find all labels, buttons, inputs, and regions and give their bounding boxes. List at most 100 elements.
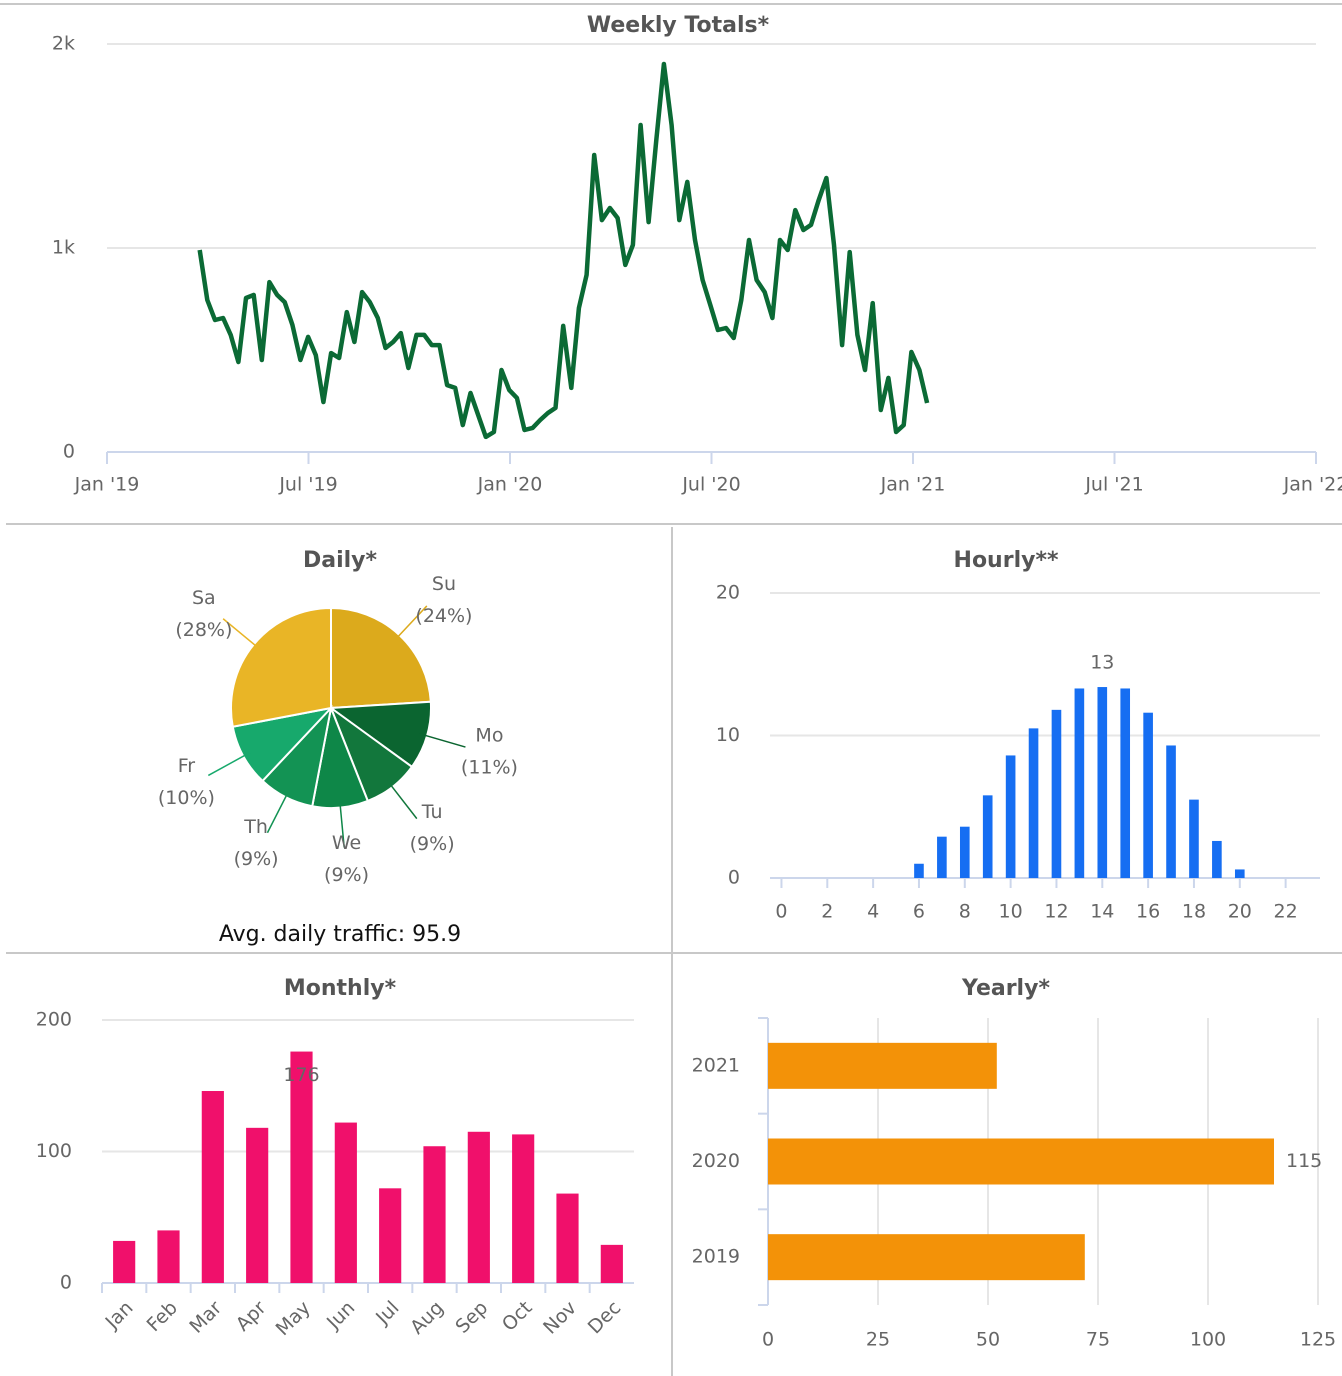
x-tick-label: 20: [1228, 901, 1252, 923]
data-label: 13: [1090, 652, 1114, 674]
x-tick-label: Jun: [322, 1297, 359, 1334]
x-tick-label: Sep: [451, 1297, 492, 1338]
x-tick-label: 22: [1274, 901, 1298, 923]
x-tick-label: 18: [1182, 901, 1206, 923]
bar: [113, 1240, 136, 1283]
bar: [290, 1051, 313, 1283]
slice-value-label: (24%): [415, 605, 472, 627]
slice-label: We: [332, 832, 361, 854]
y-tick-label: 2021: [692, 1054, 740, 1076]
x-tick-label: 8: [959, 901, 971, 923]
bar: [467, 1131, 490, 1283]
x-tick-label: Jul '21: [1084, 474, 1143, 496]
bar: [1189, 799, 1199, 878]
x-tick-label: 16: [1136, 901, 1160, 923]
x-tick-label: Aug: [406, 1297, 448, 1339]
leader-line: [393, 605, 428, 642]
x-tick-label: Jul '20: [681, 474, 740, 496]
x-tick-label: Jan '22: [1283, 474, 1342, 496]
slice-value-label: (10%): [158, 787, 215, 809]
y-tick-label: 0: [728, 867, 740, 889]
x-tick-label: Jul: [371, 1297, 403, 1329]
chart-title: Yearly*: [961, 976, 1050, 1001]
slice-value-label: (9%): [410, 833, 455, 855]
chart-subtitle: Avg. daily traffic: 95.9: [219, 922, 461, 947]
bar: [1143, 712, 1153, 878]
slice-value-label: (9%): [324, 864, 369, 886]
bar: [334, 1122, 357, 1283]
x-tick-label: 0: [762, 1329, 774, 1351]
slice-label: Th: [243, 816, 268, 838]
x-tick-label: 50: [976, 1329, 1000, 1351]
line-series: [197, 61, 930, 440]
chart-title: Hourly**: [954, 548, 1059, 573]
bar: [1028, 728, 1039, 878]
leader-line: [266, 789, 290, 834]
bar: [1074, 688, 1085, 878]
leader-line: [338, 799, 345, 848]
slice-value-label: (28%): [175, 619, 232, 641]
x-tick-label: Oct: [498, 1297, 537, 1336]
bar: [937, 836, 947, 878]
bar: [914, 863, 924, 878]
bar: [1166, 745, 1176, 878]
x-tick-label: 4: [867, 901, 879, 923]
bar: [1097, 687, 1108, 878]
bar: [982, 795, 993, 878]
x-tick-label: 10: [999, 901, 1023, 923]
bar: [1051, 709, 1062, 878]
x-tick-label: 125: [1300, 1329, 1336, 1351]
data-label: 176: [283, 1064, 319, 1086]
y-tick-label: 2020: [692, 1150, 740, 1172]
bar: [512, 1134, 535, 1283]
y-tick-label: 100: [36, 1140, 72, 1162]
y-tick-label: 200: [36, 1009, 72, 1031]
bar: [959, 826, 970, 878]
bar: [423, 1146, 446, 1283]
bar: [246, 1127, 269, 1283]
x-tick-label: Mar: [185, 1297, 226, 1338]
x-tick-label: Jan '19: [74, 474, 140, 496]
bar: [600, 1244, 623, 1283]
y-tick-label: 0: [63, 441, 75, 463]
chart-title: Weekly Totals*: [587, 13, 770, 38]
x-tick-label: 75: [1086, 1329, 1110, 1351]
y-tick-label: 0: [60, 1272, 72, 1294]
x-tick-label: Apr: [232, 1297, 271, 1336]
slice-label: Fr: [178, 755, 196, 777]
x-tick-label: 100: [1190, 1329, 1226, 1351]
leader-line: [419, 732, 466, 748]
bar: [556, 1193, 579, 1283]
slice-value-label: (9%): [234, 848, 279, 870]
chart-title: Daily*: [303, 548, 378, 573]
x-tick-label: Nov: [539, 1297, 581, 1339]
x-tick-label: May: [272, 1297, 315, 1340]
slice-label: Tu: [421, 801, 443, 823]
x-tick-label: Jan '20: [477, 474, 543, 496]
bar: [768, 1042, 997, 1089]
pie-slice: [230, 606, 332, 728]
leader-line: [386, 780, 418, 820]
x-tick-label: 14: [1090, 901, 1114, 923]
bar: [768, 1138, 1274, 1185]
bar: [379, 1188, 402, 1283]
bar: [157, 1230, 180, 1283]
x-tick-label: 12: [1044, 901, 1068, 923]
bar: [768, 1234, 1085, 1281]
data-label: 115: [1286, 1150, 1322, 1172]
x-tick-label: Jan: [101, 1297, 138, 1334]
chart-title: Monthly*: [284, 976, 397, 1001]
y-tick-label: 2k: [52, 33, 75, 55]
leader-line: [207, 751, 251, 777]
y-tick-label: 2019: [692, 1246, 740, 1268]
x-tick-label: 0: [775, 901, 787, 923]
x-tick-label: Feb: [143, 1297, 182, 1336]
x-tick-label: 25: [866, 1329, 890, 1351]
y-tick-label: 10: [716, 724, 740, 746]
x-tick-label: 2: [821, 901, 833, 923]
slice-label: Su: [432, 573, 456, 595]
slice-value-label: (11%): [461, 756, 518, 778]
x-tick-label: Dec: [584, 1297, 626, 1339]
bar: [1005, 755, 1016, 878]
